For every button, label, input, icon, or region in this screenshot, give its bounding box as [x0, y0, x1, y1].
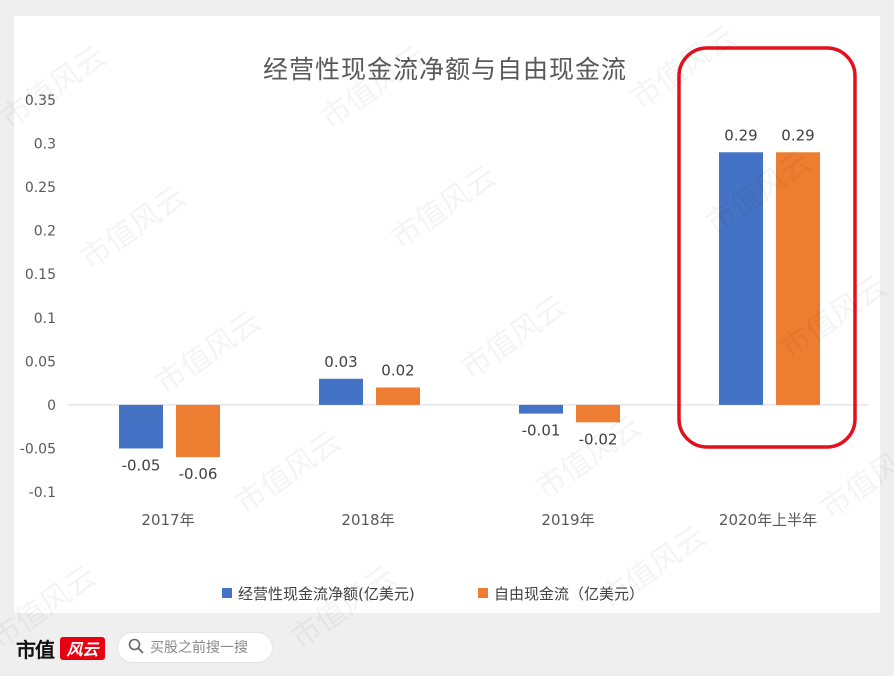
legend-swatch-operating-cash-flow [222, 588, 232, 598]
legend-swatch-free-cash-flow [478, 588, 488, 598]
bar-chart: 经营性现金流净额与自由现金流 0.35 0.3 0.25 0.2 0.15 0.1 0.05… [20, 46, 868, 603]
search-input[interactable] [150, 639, 268, 656]
y-tick-label: 0.05 [25, 354, 56, 370]
search-box[interactable] [117, 632, 273, 663]
plot-area: 0.35 0.3 0.25 0.2 0.15 0.1 0.05 0 -0.05 -0.1 -0.05… [20, 46, 868, 529]
data-label: 0.03 [324, 353, 357, 371]
brand-logo[interactable]: 市值 风云 [16, 635, 105, 662]
y-tick-label: 0.1 [34, 311, 56, 327]
legend-label-free-cash-flow: 自由现金流（亿美元） [494, 585, 644, 603]
bar [119, 404, 163, 449]
bar [576, 404, 620, 423]
search-icon-graphic [128, 638, 144, 653]
bar [319, 378, 363, 405]
bar [376, 387, 420, 405]
chart-title: 经营性现金流净额与自由现金流 [263, 55, 627, 84]
y-tick-label: 0.3 [34, 137, 56, 153]
y-tick-label: -0.05 [20, 441, 56, 457]
y-tick-label: 0.2 [34, 224, 56, 240]
x-category-label: 2018年 [341, 511, 394, 529]
data-label: -0.06 [179, 465, 218, 483]
bar [519, 404, 563, 414]
data-label: -0.05 [122, 456, 161, 474]
bar [776, 152, 820, 405]
legend-label-operating-cash-flow: 经营性现金流净额(亿美元) [238, 585, 415, 603]
y-tick-label: 0.25 [25, 180, 56, 196]
y-tick-label: 0.15 [25, 267, 56, 283]
x-category-label: 2019年 [541, 511, 594, 529]
y-tick-label: 0 [47, 398, 56, 414]
data-label: 0.02 [381, 361, 414, 379]
y-tick-label: -0.1 [29, 485, 56, 501]
highlight-box [677, 46, 857, 449]
x-category-label: 2020年上半年 [719, 511, 817, 529]
footer: 市值 风云 [0, 613, 894, 676]
data-label: 0.29 [724, 126, 757, 144]
search-icon[interactable] [128, 638, 144, 658]
brand-logo-badge: 风云 [60, 636, 105, 660]
brand-logo-text: 市值 [16, 637, 55, 662]
y-tick-label: 0.35 [25, 93, 56, 109]
data-label: -0.02 [579, 430, 618, 448]
x-category-label: 2017年 [141, 511, 194, 529]
legend: 经营性现金流净额(亿美元) 自由现金流（亿美元） [222, 585, 644, 603]
bar [719, 152, 763, 405]
bar [176, 404, 220, 458]
data-label: -0.01 [522, 422, 561, 440]
data-label: 0.29 [781, 126, 814, 144]
